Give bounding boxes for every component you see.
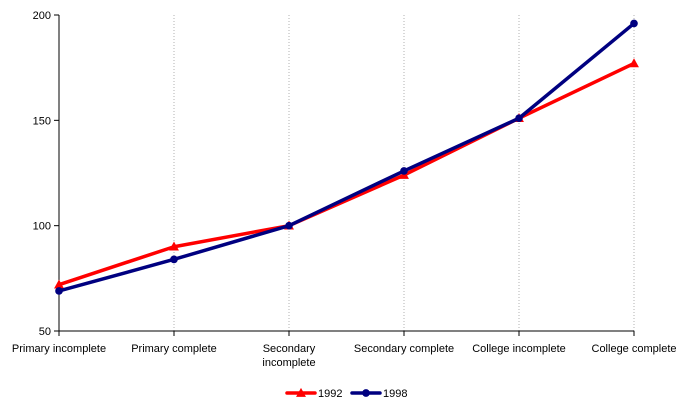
data-point-1998 (515, 114, 523, 123)
y-tick-label: 50 (39, 326, 51, 338)
y-tick-label: 150 (33, 115, 51, 127)
x-tick-label: Primary incomplete (12, 343, 106, 355)
axes (54, 14, 635, 336)
axis-labels: 50 100 150 200 Primary incomplete Primary com… (12, 10, 677, 369)
series-line-1998 (57, 21, 636, 293)
data-point-1992 (54, 279, 64, 289)
legend-marker-1992 (296, 387, 306, 397)
data-point-1992 (629, 58, 639, 68)
x-tick-label: Secondary complete (354, 343, 454, 355)
data-point-1992 (169, 241, 179, 251)
data-point-1998 (55, 287, 63, 295)
series-lines (54, 19, 639, 295)
data-point-1998 (400, 167, 408, 175)
data-point-1998 (630, 19, 638, 28)
x-tick-label: College complete (592, 343, 677, 355)
y-tick-label: 200 (33, 10, 51, 22)
x-tick-label-line: College complete (592, 343, 677, 355)
x-tick-label: College incomplete (472, 343, 566, 355)
x-tick-label-line: Secondary complete (354, 343, 454, 355)
x-tick-label-line: Primary complete (131, 343, 217, 355)
legend-label-1998: 1998 (383, 388, 407, 400)
x-tick-label-line: Secondary (263, 343, 316, 355)
x-tick-label: Secondary incomplete (262, 343, 315, 369)
y-tick-label: 100 (33, 221, 51, 233)
x-tick-label-line: incomplete (262, 357, 315, 369)
data-point-1998 (285, 221, 293, 230)
legend-marker-1998 (362, 389, 370, 397)
x-tick-label: Primary complete (131, 343, 217, 355)
x-tick-label-line: Primary incomplete (12, 343, 106, 355)
series-line-1992 (57, 61, 636, 287)
x-tick-label-line: College incomplete (472, 343, 566, 355)
legend: 1992 1998 (285, 387, 407, 400)
legend-label-1992: 1992 (318, 388, 342, 400)
data-point-1998 (170, 255, 178, 264)
